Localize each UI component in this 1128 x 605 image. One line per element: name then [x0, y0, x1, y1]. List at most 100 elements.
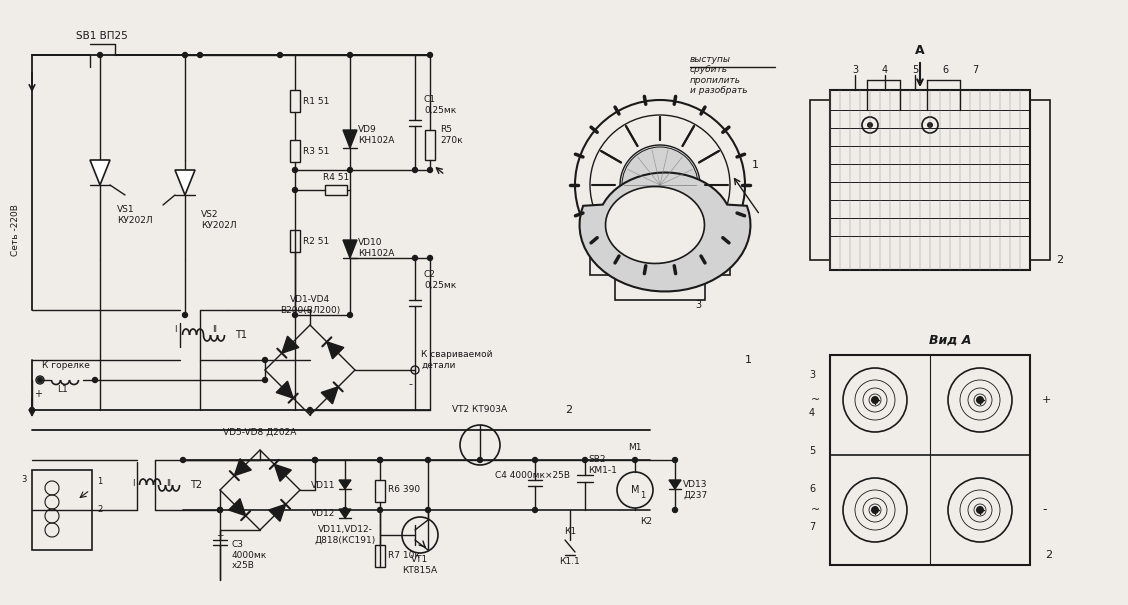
Text: I: I — [174, 325, 176, 335]
Text: С3
4000мк
х25В: С3 4000мк х25В — [232, 540, 267, 570]
Text: VD10
КН102А: VD10 КН102А — [358, 238, 395, 258]
Polygon shape — [90, 160, 111, 185]
Circle shape — [477, 457, 483, 462]
Text: К2: К2 — [640, 517, 652, 526]
Text: R1 51: R1 51 — [303, 97, 329, 105]
Text: 3: 3 — [809, 370, 816, 380]
Bar — [32, 470, 92, 550]
Text: 7: 7 — [809, 522, 816, 532]
Text: 5: 5 — [911, 65, 918, 75]
Circle shape — [532, 508, 538, 512]
Text: VD11: VD11 — [310, 480, 335, 489]
Text: 2: 2 — [565, 405, 572, 415]
Text: 6: 6 — [942, 65, 948, 75]
Text: 1: 1 — [752, 160, 759, 170]
Text: 2: 2 — [97, 506, 103, 514]
Circle shape — [218, 508, 222, 512]
Text: +: + — [34, 389, 42, 399]
Text: I: I — [132, 480, 134, 488]
Text: II: II — [167, 480, 171, 488]
Polygon shape — [669, 480, 681, 489]
Circle shape — [976, 506, 984, 514]
Polygon shape — [580, 172, 750, 292]
Bar — [290, 230, 300, 252]
Circle shape — [292, 188, 298, 192]
Bar — [810, 100, 830, 260]
Text: SB2
КМ1-1: SB2 КМ1-1 — [588, 456, 617, 475]
Text: 1: 1 — [640, 491, 645, 500]
Text: R7 10к: R7 10к — [388, 551, 420, 560]
Text: +: + — [1042, 395, 1051, 405]
Text: 3: 3 — [21, 476, 27, 485]
Polygon shape — [340, 509, 351, 518]
Circle shape — [428, 168, 432, 172]
Text: Сеть -220В: Сеть -220В — [11, 204, 20, 256]
Text: VD9
КН102А: VD9 КН102А — [358, 125, 395, 145]
Circle shape — [976, 396, 984, 404]
Text: C2
0,25мк: C2 0,25мк — [424, 270, 456, 290]
Bar — [290, 90, 300, 112]
Circle shape — [292, 168, 298, 172]
Text: L1: L1 — [56, 385, 68, 394]
Text: VS2
КУ202Л: VS2 КУ202Л — [201, 211, 237, 230]
Text: VT2 КТ903А: VT2 КТ903А — [452, 405, 508, 414]
Circle shape — [347, 168, 352, 172]
Text: 1: 1 — [744, 355, 752, 365]
Circle shape — [633, 457, 637, 462]
Circle shape — [277, 53, 282, 57]
Text: 1: 1 — [97, 477, 103, 486]
Text: А: А — [915, 44, 925, 56]
Bar — [830, 355, 1030, 565]
Text: SB1 ВП25: SB1 ВП25 — [76, 31, 127, 41]
Circle shape — [378, 457, 382, 462]
Text: C1
0,25мк: C1 0,25мк — [424, 96, 456, 115]
Polygon shape — [606, 186, 705, 264]
Circle shape — [180, 457, 185, 462]
Circle shape — [263, 378, 267, 382]
Circle shape — [97, 53, 103, 57]
Circle shape — [620, 145, 700, 225]
Circle shape — [29, 408, 35, 413]
Circle shape — [197, 53, 203, 57]
Circle shape — [92, 378, 97, 382]
Text: T2: T2 — [190, 480, 202, 490]
Circle shape — [672, 508, 678, 512]
Polygon shape — [343, 240, 356, 258]
Circle shape — [218, 508, 222, 512]
Circle shape — [378, 457, 382, 462]
Circle shape — [532, 457, 538, 462]
Text: 7: 7 — [972, 65, 978, 75]
Text: 6: 6 — [809, 484, 816, 494]
Circle shape — [308, 408, 312, 413]
Text: -: - — [1042, 503, 1047, 517]
Circle shape — [312, 457, 317, 462]
Text: VD12: VD12 — [310, 509, 335, 518]
Polygon shape — [268, 505, 285, 522]
Bar — [425, 130, 435, 160]
Text: VD13
Д237: VD13 Д237 — [682, 480, 707, 500]
Circle shape — [428, 53, 432, 57]
Text: 4: 4 — [882, 65, 888, 75]
Polygon shape — [343, 130, 356, 148]
Circle shape — [292, 313, 298, 318]
Text: T1: T1 — [235, 330, 247, 340]
Bar — [590, 250, 730, 275]
Text: VD11,VD12-
Д818(КС191): VD11,VD12- Д818(КС191) — [315, 525, 376, 544]
Polygon shape — [321, 387, 338, 404]
Polygon shape — [327, 342, 344, 359]
Bar — [374, 480, 385, 502]
Polygon shape — [340, 480, 351, 489]
Text: К горелке: К горелке — [42, 361, 90, 370]
Bar — [374, 545, 385, 567]
Text: VD5-VD8 Д202А: VD5-VD8 Д202А — [223, 428, 297, 436]
Circle shape — [927, 122, 933, 128]
Circle shape — [347, 53, 352, 57]
Bar — [615, 275, 705, 300]
Text: 2: 2 — [1045, 550, 1052, 560]
Text: VT1
КТ815А: VT1 КТ815А — [403, 555, 438, 575]
Text: С4 4000мк×25В: С4 4000мк×25В — [495, 471, 570, 480]
Circle shape — [867, 122, 873, 128]
Text: R6 390: R6 390 — [388, 485, 420, 494]
Bar — [1030, 100, 1050, 260]
Text: VD1-VD4
В200(ВЛ200): VD1-VD4 В200(ВЛ200) — [280, 295, 341, 315]
